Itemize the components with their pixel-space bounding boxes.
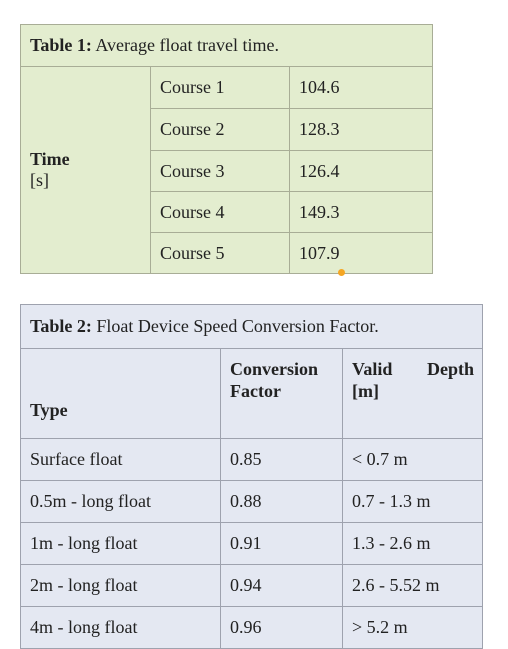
depth-cell: 1.3 - 2.6 m <box>341 522 484 565</box>
factor-cell: 0.88 <box>220 480 343 523</box>
table1-caption-label: Table 1: <box>30 35 92 55</box>
depth-cell: < 0.7 m <box>341 438 484 481</box>
header-depth-word: Depth <box>427 359 475 379</box>
type-cell: 0.5m - long float <box>20 480 221 523</box>
header-type: Type <box>20 348 221 439</box>
factor-cell: 0.96 <box>220 606 343 649</box>
type-cell: Surface float <box>20 438 221 481</box>
table-row: 1m - long float 0.91 1.3 - 2.6 m <box>20 522 484 565</box>
course-cell: Course 4 <box>150 191 290 233</box>
course-cell: Course 3 <box>150 150 290 192</box>
time-value-cell: 149.3 <box>288 191 434 233</box>
factor-cell: 0.94 <box>220 564 343 607</box>
depth-cell: > 5.2 m <box>341 606 484 649</box>
header-factor-line1: Conversion <box>230 359 319 379</box>
depth-cell: 0.7 - 1.3 m <box>341 480 484 523</box>
time-value-cell: 128.3 <box>288 108 434 151</box>
table1-caption: Table 1: Average float travel time. <box>19 24 434 67</box>
table2-caption-text: Float Device Speed Conversion Factor. <box>91 316 379 336</box>
factor-cell: 0.85 <box>220 438 343 481</box>
course-cell: Course 2 <box>150 108 290 151</box>
travel-time-table: Table 1: Average float travel time. Time… <box>19 24 434 274</box>
time-unit: [s] <box>30 170 49 190</box>
table-row: 4m - long float 0.96 > 5.2 m <box>20 606 484 649</box>
orange-marker-dot <box>338 269 345 276</box>
table1-caption-text: Average float travel time. <box>91 35 279 55</box>
table1-row-header: Time [s] <box>20 66 151 274</box>
header-factor-line2: Factor <box>230 381 281 401</box>
factor-cell: 0.91 <box>220 522 343 565</box>
header-conversion-factor: Conversion Factor <box>220 348 343 439</box>
header-depth-valid: Valid <box>352 359 393 379</box>
header-valid-depth: Valid Depth [m] <box>341 348 484 439</box>
time-value-cell: 107.9 <box>288 232 434 274</box>
table-row: 2m - long float 0.94 2.6 - 5.52 m <box>20 564 484 607</box>
conversion-factor-table: Table 2: Float Device Speed Conversion F… <box>19 304 484 649</box>
table-row: Surface float 0.85 < 0.7 m <box>20 438 484 481</box>
time-label: Time <box>30 149 70 169</box>
course-cell: Course 5 <box>150 232 290 274</box>
table2-caption-label: Table 2: <box>30 316 92 336</box>
type-cell: 1m - long float <box>20 522 221 565</box>
type-cell: 2m - long float <box>20 564 221 607</box>
time-value-cell: 126.4 <box>288 150 434 192</box>
time-value-cell: 104.6 <box>288 66 434 109</box>
table2-caption: Table 2: Float Device Speed Conversion F… <box>19 304 484 349</box>
table-row: 0.5m - long float 0.88 0.7 - 1.3 m <box>20 480 484 523</box>
course-cell: Course 1 <box>150 66 290 109</box>
header-depth-unit: [m] <box>352 381 379 401</box>
type-cell: 4m - long float <box>20 606 221 649</box>
depth-cell: 2.6 - 5.52 m <box>341 564 484 607</box>
